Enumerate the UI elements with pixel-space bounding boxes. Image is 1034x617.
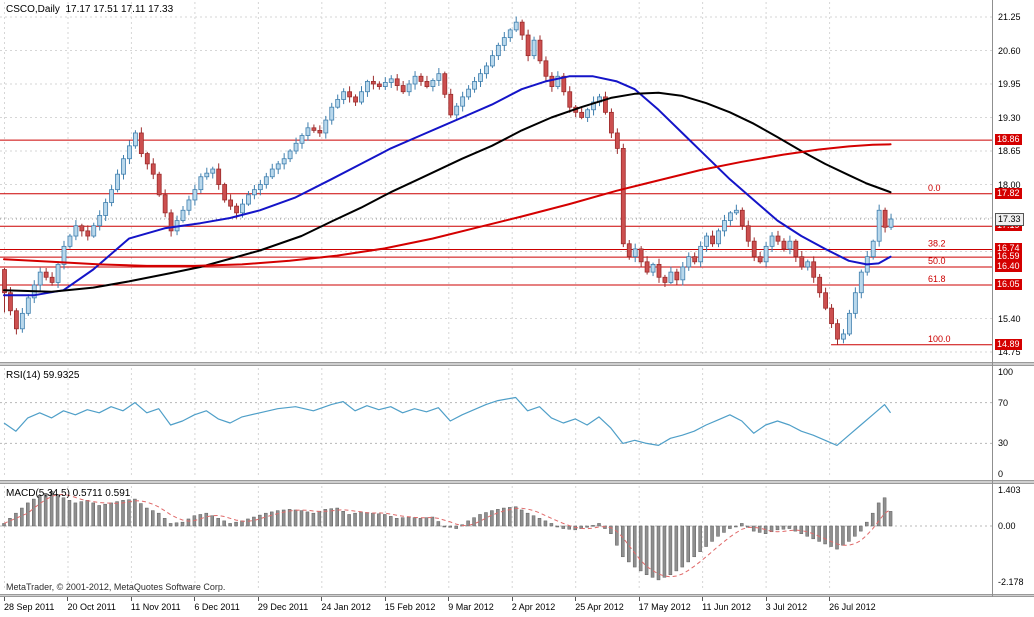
vertical-gridlines <box>4 2 831 356</box>
copyright-text: MetaTrader, © 2001-2012, MetaQuotes Soft… <box>6 582 226 592</box>
price-axis-divider <box>992 0 993 597</box>
macd-indicator-label: MACD(5,34,5) 0.5711 0.591 <box>6 488 131 499</box>
line-price-badge: 16.40 <box>995 260 1022 272</box>
date-tick-label: 24 Jan 2012 <box>321 602 371 612</box>
fib-level-label: 50.0 <box>928 256 946 266</box>
rsi-levels <box>0 402 992 444</box>
date-tick-label: 9 Mar 2012 <box>448 602 494 612</box>
date-tick-label: 29 Dec 2011 <box>257 602 309 612</box>
candlestick-chart[interactable]: 0.0 38.2 50.0 61.8 100.0 <box>0 0 992 362</box>
rsi-tick-label: 0 <box>998 469 1004 479</box>
time-tick-mark <box>638 597 640 601</box>
fib-level-label: 61.8 <box>928 274 946 284</box>
macd-tick-label: -2.178 <box>998 576 1024 587</box>
price-axis[interactable]: 21.25 20.60 19.95 19.30 18.65 18.00 15.40 14.75… <box>993 0 1034 597</box>
time-tick-mark <box>321 597 323 601</box>
price-tick-label: 19.95 <box>998 79 1021 89</box>
macd-indicator-pane[interactable]: MACD(5,34,5) 0.5711 0.591 <box>0 484 992 594</box>
rsi-indicator-label: RSI(14) 59.9325 <box>6 370 80 381</box>
fib-level-label: 100.0 <box>928 334 951 344</box>
fib-level-label: 38.2 <box>928 238 946 248</box>
time-tick-mark <box>575 597 577 601</box>
line-price-badge: 16.59 <box>995 251 1022 263</box>
pane-separator[interactable] <box>0 480 1034 484</box>
price-tick-label: 19.30 <box>998 112 1021 123</box>
time-tick-mark <box>194 597 196 601</box>
time-axis[interactable]: 28 Sep 2011 20 Oct 2011 11 Nov 2011 6 Dec 2… <box>0 597 1034 617</box>
macd-tick-label: 1.403 <box>998 484 1021 495</box>
date-tick-label: 28 Sep 2011 <box>4 602 55 612</box>
horizontal-gridlines <box>0 16 992 353</box>
price-tick-label: 14.75 <box>998 347 1021 357</box>
rsi-tick-label: 30 <box>998 438 1009 449</box>
time-tick-mark <box>257 597 259 601</box>
line-price-badge: 16.05 <box>995 279 1022 290</box>
macd-histogram <box>2 491 893 581</box>
date-tick-label: 15 Feb 2012 <box>384 602 436 612</box>
time-tick-mark <box>384 597 386 601</box>
price-tick-label: 20.60 <box>998 45 1021 56</box>
macd-chart[interactable] <box>0 484 992 594</box>
rsi-tick-label: 70 <box>998 397 1009 408</box>
date-tick-label: 6 Dec 2011 <box>194 602 240 612</box>
symbol-timeframe-ohlc-label: CSCO,Daily 17.17 17.51 17.11 17.33 <box>6 4 174 15</box>
macd-signal-line <box>3 493 891 578</box>
rsi-indicator-pane[interactable]: RSI(14) 59.9325 <box>0 366 992 480</box>
time-tick-mark <box>130 597 132 601</box>
time-tick-mark <box>829 597 831 601</box>
price-tick-label: 18.00 <box>998 179 1021 190</box>
time-tick-mark <box>765 597 767 601</box>
line-price-badge: 17.82 <box>995 187 1022 199</box>
line-price-badge: 16.74 <box>995 243 1022 255</box>
date-tick-label: 11 Jun 2012 <box>702 602 751 612</box>
ma-fast-blue <box>3 75 892 297</box>
fibonacci-and-horizontal-lines: 0.0 38.2 50.0 61.8 100.0 <box>0 139 992 346</box>
moving-averages <box>3 75 892 297</box>
time-tick-mark <box>4 597 5 601</box>
line-price-badge: 18.86 <box>995 134 1022 146</box>
ma-slow-red <box>3 143 892 267</box>
date-tick-label: 11 Nov 2011 <box>130 602 181 612</box>
candles <box>2 16 894 345</box>
rsi-chart[interactable] <box>0 366 992 480</box>
date-tick-label: 20 Oct 2011 <box>67 602 116 612</box>
pane-separator[interactable] <box>0 362 1034 366</box>
date-tick-label: 2 Apr 2012 <box>511 602 556 612</box>
date-tick-label: 3 Jul 2012 <box>765 602 808 612</box>
ma-mid-black <box>3 91 892 293</box>
price-tick-label: 15.40 <box>998 313 1021 324</box>
macd-tick-label: 0.00 <box>998 521 1016 531</box>
price-tick-label: 21.25 <box>998 12 1021 22</box>
date-tick-label: 25 Apr 2012 <box>575 602 624 612</box>
line-price-badge: 14.89 <box>995 338 1022 350</box>
rsi-tick-label: 100 <box>998 367 1014 377</box>
price-tick-label: 18.65 <box>998 146 1021 156</box>
date-tick-label: 17 May 2012 <box>638 602 691 612</box>
date-tick-label: 26 Jul 2012 <box>829 602 876 612</box>
fib-level-label: 0.0 <box>928 183 941 193</box>
vertical-gridlines <box>4 368 831 476</box>
pane-separator <box>0 594 1034 597</box>
time-tick-mark <box>67 597 69 601</box>
rsi-line <box>3 396 892 447</box>
time-tick-mark <box>511 597 513 601</box>
time-tick-mark <box>702 597 704 601</box>
current-price-badge: 17.33 <box>995 213 1024 227</box>
time-tick-mark <box>448 597 450 601</box>
main-price-pane[interactable]: 0.0 38.2 50.0 61.8 100.0 CSCO,Daily 17.17 17… <box>0 0 992 362</box>
